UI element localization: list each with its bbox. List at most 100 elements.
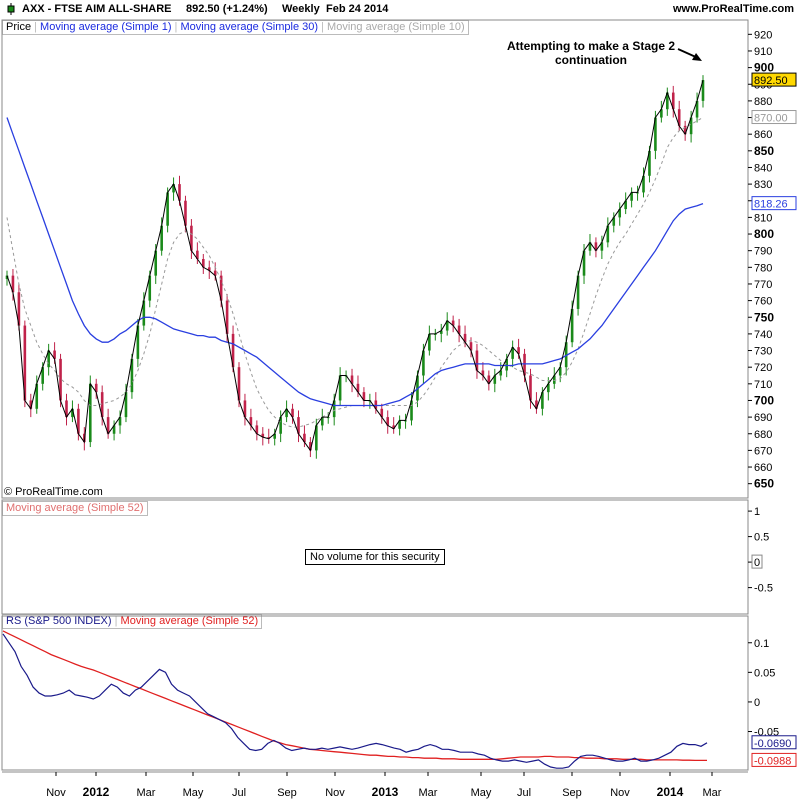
y-tick-label: 720 <box>754 362 772 374</box>
price-candle <box>386 417 390 426</box>
ma1-line <box>6 79 704 452</box>
price-candle <box>202 259 205 268</box>
x-tick-label: Nov <box>46 787 66 799</box>
price-candle <box>59 358 62 401</box>
legend-ma1[interactable]: Moving average (Simple 1) <box>40 21 172 33</box>
copyright: © ProRealTime.com <box>4 486 103 498</box>
price-candle <box>428 333 431 351</box>
price-candle <box>487 375 491 384</box>
price-candle <box>71 408 74 418</box>
price-candle <box>112 425 116 434</box>
price-candle <box>166 192 169 226</box>
volume-legend[interactable]: Moving average (Simple 52) <box>2 501 148 516</box>
rs-ma-value-label: -0.0988 <box>754 755 791 767</box>
x-tick-label: Sep <box>277 787 297 799</box>
price-candle <box>178 184 181 201</box>
y-tick-label: 690 <box>754 412 772 424</box>
price-candle <box>374 400 378 409</box>
price-candle <box>285 408 288 418</box>
price-candle <box>618 209 622 218</box>
site-label[interactable]: www.ProRealTime.com <box>672 3 794 15</box>
y-tick-label: 790 <box>754 246 772 258</box>
y-tick-label: 660 <box>754 462 772 474</box>
panel-frame <box>1 615 749 771</box>
price-candle <box>219 275 223 301</box>
x-tick-label: 2013 <box>372 785 399 799</box>
price-candle <box>356 383 360 393</box>
price-value-label-box <box>751 72 797 87</box>
app-icon <box>6 3 16 15</box>
price-candle <box>481 370 485 376</box>
price-candle <box>695 100 699 118</box>
price-candle <box>624 200 627 210</box>
price-candle <box>463 333 467 343</box>
y-tick-label: 900 <box>754 61 774 75</box>
price-candle <box>547 383 550 393</box>
price-candle <box>606 225 610 243</box>
legend-ma30[interactable]: Moving average (Simple 30) <box>180 21 319 33</box>
price-candle <box>88 383 92 443</box>
legend-rs-ma52[interactable]: Moving average (Simple 52) <box>120 615 259 627</box>
price-candle <box>499 370 503 376</box>
y-tick-label: 810 <box>754 212 772 224</box>
y-tick-label: 880 <box>754 96 772 108</box>
price-candle <box>190 225 193 251</box>
ma30-line <box>6 117 704 407</box>
legend-ma10[interactable]: Moving average (Simple 10) <box>327 21 465 33</box>
price-candle <box>291 408 294 418</box>
rs-value-label: -0.0690 <box>754 738 791 750</box>
price-candle <box>392 425 395 429</box>
rs-ma-value-box <box>751 752 797 767</box>
y-tick-label: 840 <box>754 162 772 174</box>
x-tick-label: Nov <box>325 787 345 799</box>
price-candle <box>172 184 175 193</box>
rs-y-tick-label: 0 <box>754 697 760 709</box>
price-candle <box>196 250 199 259</box>
price-candle <box>576 275 580 309</box>
price-candle <box>309 442 312 451</box>
price-candle <box>273 433 276 439</box>
price-candle <box>142 300 146 326</box>
price-candle <box>648 150 651 176</box>
rs-y-tick-label: 0.1 <box>754 638 769 650</box>
price-candle <box>100 392 104 418</box>
price-candle <box>398 420 401 429</box>
price-candle <box>570 308 574 343</box>
price-candle <box>677 109 681 126</box>
price-candle <box>422 350 425 376</box>
price-candle <box>303 433 306 443</box>
ma10-value-label-box <box>751 110 797 125</box>
y-tick-label: 800 <box>754 227 774 241</box>
price-candle <box>552 375 556 384</box>
price-candle <box>297 417 300 434</box>
price-candle <box>65 400 68 418</box>
legend-volume-ma52[interactable]: Moving average (Simple 52) <box>6 502 144 514</box>
date-label: Feb 24 2014 <box>326 3 389 15</box>
price-candle <box>11 275 15 293</box>
legend-price[interactable]: Price <box>6 21 32 33</box>
price-candle <box>279 417 282 434</box>
no-volume-message: No volume for this security <box>305 549 445 565</box>
price-candle <box>148 275 152 301</box>
price-candle <box>249 417 253 426</box>
x-tick-label: Nov <box>610 787 630 799</box>
rs-value-box <box>751 735 797 750</box>
rs-line <box>2 633 708 769</box>
price-candle <box>267 437 271 439</box>
x-tick-label: Mar <box>703 787 722 799</box>
legend-rs[interactable]: RS (S&P 500 INDEX) <box>6 615 112 627</box>
y-tick-label: 830 <box>754 179 772 191</box>
price-candle <box>558 367 562 376</box>
price-candle <box>261 433 265 438</box>
ma10-line <box>6 117 704 428</box>
y-tick-label: 750 <box>754 310 774 324</box>
quote-value: 892.50 (+1.24%) <box>186 3 268 15</box>
price-candle <box>243 400 247 418</box>
price-candle <box>511 347 514 359</box>
price-candle <box>535 400 538 409</box>
y-tick-label: 780 <box>754 262 772 274</box>
price-candle <box>666 92 669 110</box>
price-candle <box>642 175 645 193</box>
price-candle <box>94 383 98 393</box>
